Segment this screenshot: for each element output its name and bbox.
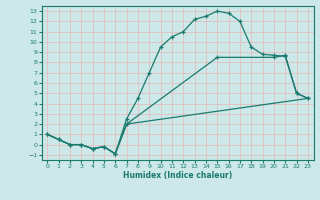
X-axis label: Humidex (Indice chaleur): Humidex (Indice chaleur): [123, 171, 232, 180]
